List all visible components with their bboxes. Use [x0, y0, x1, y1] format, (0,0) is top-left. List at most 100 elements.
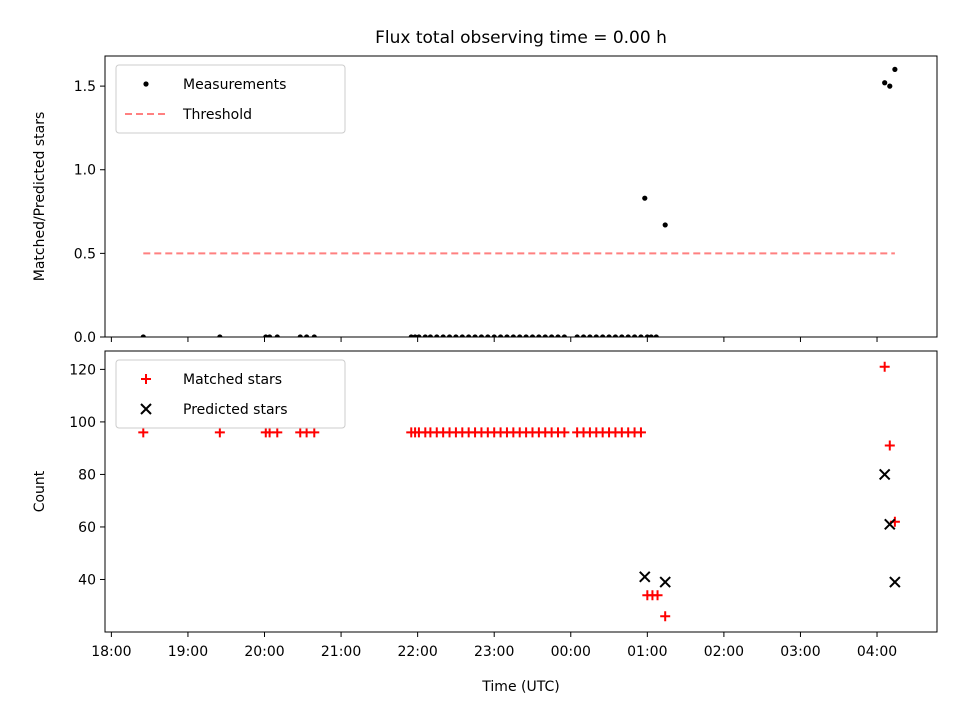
measurement-point — [422, 334, 428, 337]
measurement-point — [434, 334, 440, 337]
measurement-point — [606, 334, 612, 337]
measurement-point — [580, 334, 587, 337]
measurement-point — [612, 334, 619, 337]
x-tick-label: 19:00 — [168, 644, 208, 660]
measurement-point — [638, 334, 644, 337]
bottom-y-tick-label: 40 — [78, 572, 96, 588]
measurement-point — [549, 334, 555, 337]
measurement-point — [642, 195, 648, 201]
top-y-tick-label: 1.5 — [74, 79, 96, 95]
measurement-point — [504, 334, 510, 337]
measurement-point — [446, 334, 453, 337]
chart-title: Flux total observing time = 0.00 h — [375, 28, 667, 48]
bottom-y-tick-label: 80 — [78, 467, 96, 483]
top-plot-area — [140, 66, 898, 337]
matched-star-point — [635, 427, 646, 438]
measurement-point — [587, 334, 593, 337]
measurement-point — [440, 334, 446, 337]
bottom-legend: Matched stars Predicted stars — [115, 359, 346, 429]
x-tick-label: 00:00 — [551, 644, 591, 660]
top-y-tick-label: 0.5 — [74, 246, 96, 262]
measurement-point — [472, 334, 478, 337]
matched-star-point — [879, 361, 890, 372]
predicted-star-point — [659, 576, 671, 588]
measurement-point — [648, 334, 654, 337]
measurement-point — [140, 334, 146, 337]
measurement-point — [882, 80, 888, 86]
predicted-star-point — [889, 576, 901, 588]
measurement-point — [304, 334, 310, 337]
measurement-point — [593, 334, 599, 337]
measurement-point — [491, 334, 497, 337]
x-tick-label: 04:00 — [857, 644, 897, 660]
top-legend-box — [115, 64, 346, 134]
measurement-point — [600, 334, 606, 337]
measurement-point — [644, 334, 650, 337]
matched-star-point — [559, 427, 570, 438]
measurement-point — [311, 334, 317, 337]
measurement-point — [536, 334, 542, 337]
measurement-point — [625, 334, 631, 337]
measurement-point — [523, 334, 529, 337]
bottom-axes-frame — [104, 350, 938, 633]
measurement-point — [892, 66, 898, 72]
measurement-point — [459, 334, 465, 337]
measurement-point — [542, 334, 548, 337]
measurement-point — [297, 334, 303, 337]
top-y-axis-label: Matched/Predicted stars — [32, 112, 48, 282]
predicted-star-point — [878, 468, 891, 481]
measurement-point — [497, 334, 504, 337]
measurement-point — [453, 334, 459, 337]
predicted-star-point — [639, 571, 651, 583]
measurement-point — [217, 334, 223, 337]
measurement-point — [517, 334, 523, 337]
legend-label: Threshold — [182, 107, 252, 123]
bottom-legend-box — [115, 359, 346, 429]
measurement-point — [412, 334, 418, 337]
measurement-point — [416, 334, 422, 337]
legend-measurement-swatch — [143, 81, 149, 87]
measurement-point — [887, 83, 893, 89]
bottom-y-tick-label: 100 — [69, 415, 96, 431]
matched-star-point — [309, 427, 320, 438]
measurement-point — [274, 334, 280, 337]
x-tick-label: 20:00 — [244, 644, 284, 660]
x-tick-label: 02:00 — [704, 644, 744, 660]
legend-label: Matched stars — [183, 372, 282, 388]
x-tick-label: 03:00 — [780, 644, 820, 660]
legend-label: Predicted stars — [183, 402, 288, 418]
x-axis-label: Time (UTC) — [481, 679, 559, 695]
x-tick-label: 23:00 — [474, 644, 514, 660]
measurement-point — [529, 334, 536, 337]
measurement-point — [408, 334, 414, 337]
measurement-point — [485, 334, 491, 337]
matched-star-point — [884, 440, 895, 451]
matched-star-point — [652, 590, 663, 601]
matched-star-point — [272, 427, 283, 438]
bottom-y-tick-label: 120 — [69, 362, 96, 378]
top-legend: Measurements Threshold — [115, 64, 346, 134]
measurement-point — [263, 334, 269, 337]
measurement-point — [466, 334, 472, 337]
measurement-point — [619, 334, 625, 337]
measurement-point — [427, 334, 433, 337]
measurement-point — [478, 334, 485, 337]
matched-star-point — [214, 427, 225, 438]
measurement-point — [555, 334, 561, 337]
legend-predicted-swatch — [140, 403, 152, 415]
measurement-point — [662, 222, 668, 228]
measurement-point — [510, 334, 516, 337]
bottom-y-axis-label: Count — [32, 470, 48, 512]
x-tick-label: 01:00 — [627, 644, 667, 660]
matched-star-point — [660, 611, 671, 622]
legend-matched-swatch — [141, 374, 151, 384]
top-y-tick-label: 1.0 — [74, 163, 96, 179]
x-tick-label: 18:00 — [91, 644, 131, 660]
measurement-point — [574, 334, 580, 337]
bottom-plot-area — [138, 361, 901, 622]
top-axes: Flux total observing time = 0.00 h 0.0 0.5… — [32, 28, 938, 346]
matched-star-point — [138, 427, 149, 438]
measurement-point — [267, 334, 273, 337]
measurement-point — [653, 334, 659, 337]
